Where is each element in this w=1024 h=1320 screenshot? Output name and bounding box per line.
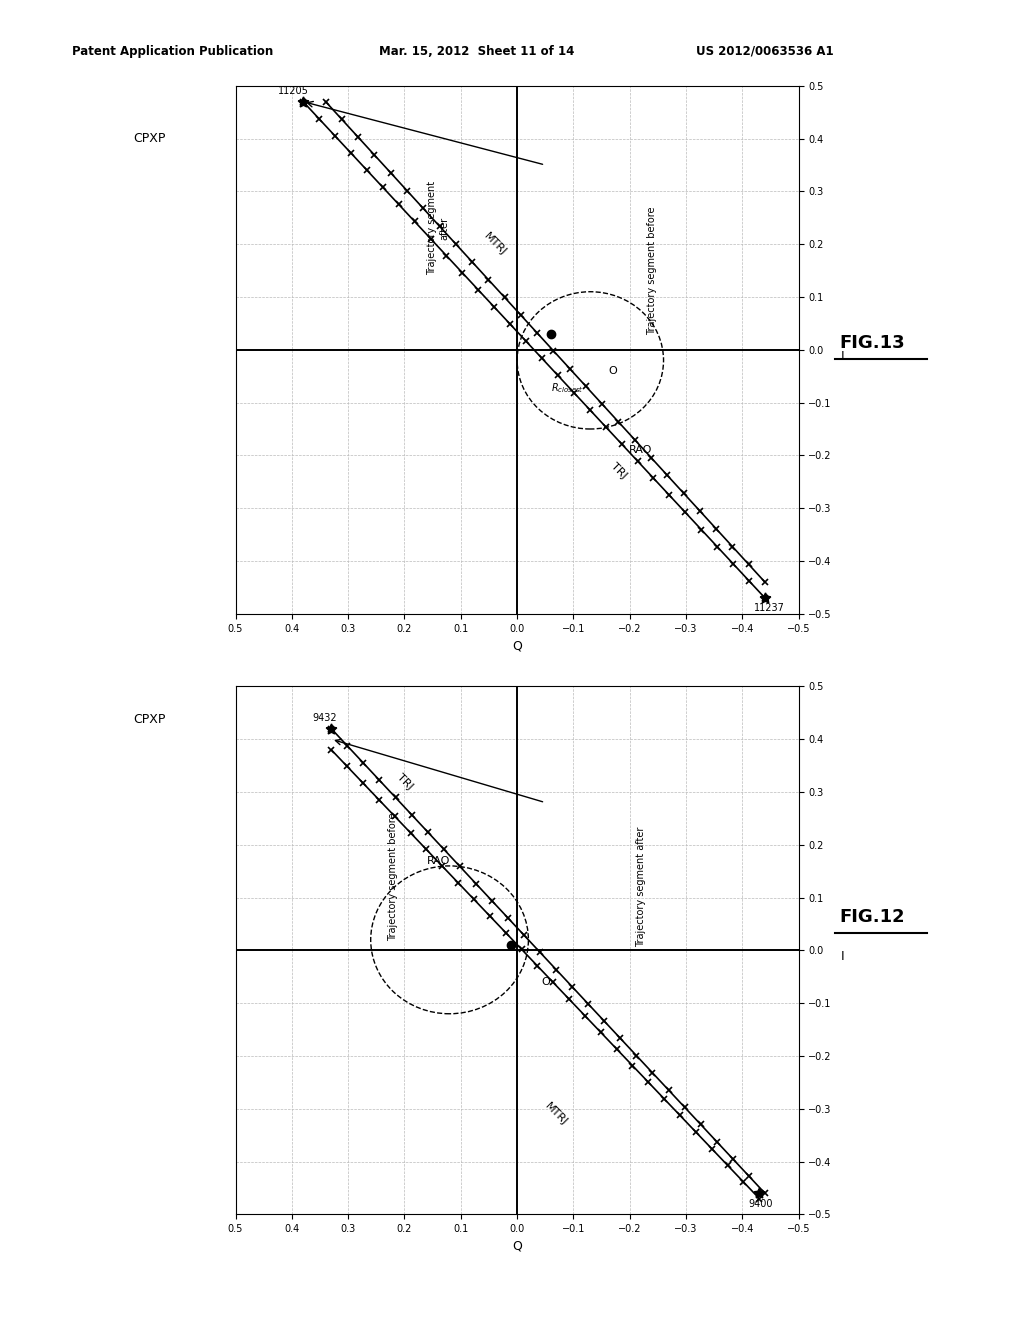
Text: MTRJ: MTRJ [544, 1101, 569, 1127]
Text: Mar. 15, 2012  Sheet 11 of 14: Mar. 15, 2012 Sheet 11 of 14 [379, 45, 574, 58]
Text: Trajectory segment before: Trajectory segment before [647, 206, 657, 335]
Y-axis label: I: I [842, 950, 845, 964]
Text: FIG.13: FIG.13 [840, 334, 905, 352]
Text: TRJ: TRJ [608, 462, 629, 480]
Text: TRJ: TRJ [394, 772, 415, 791]
Text: RAO: RAO [630, 445, 652, 455]
Text: Trajectory segment
after: Trajectory segment after [427, 181, 450, 276]
Text: 9432: 9432 [312, 713, 337, 723]
Text: MTRJ: MTRJ [481, 231, 508, 257]
X-axis label: Q: Q [512, 639, 522, 652]
Text: O: O [541, 977, 550, 987]
Text: 9400: 9400 [748, 1199, 772, 1209]
Text: 11205: 11205 [278, 86, 309, 96]
Text: Patent Application Publication: Patent Application Publication [72, 45, 273, 58]
Text: O: O [608, 366, 617, 376]
Text: CPXP: CPXP [133, 132, 166, 145]
Text: 11237: 11237 [754, 603, 784, 614]
Text: Trajectory segment before: Trajectory segment before [388, 812, 398, 941]
Text: FIG.12: FIG.12 [840, 908, 905, 927]
X-axis label: Q: Q [512, 1239, 522, 1253]
Y-axis label: I: I [842, 350, 845, 363]
Text: RAO: RAO [427, 855, 450, 866]
Text: US 2012/0063536 A1: US 2012/0063536 A1 [696, 45, 834, 58]
Text: CPXP: CPXP [133, 713, 166, 726]
Text: Trajectory segment after: Trajectory segment after [636, 826, 646, 948]
Text: $R_{closest}$: $R_{closest}$ [551, 381, 585, 395]
